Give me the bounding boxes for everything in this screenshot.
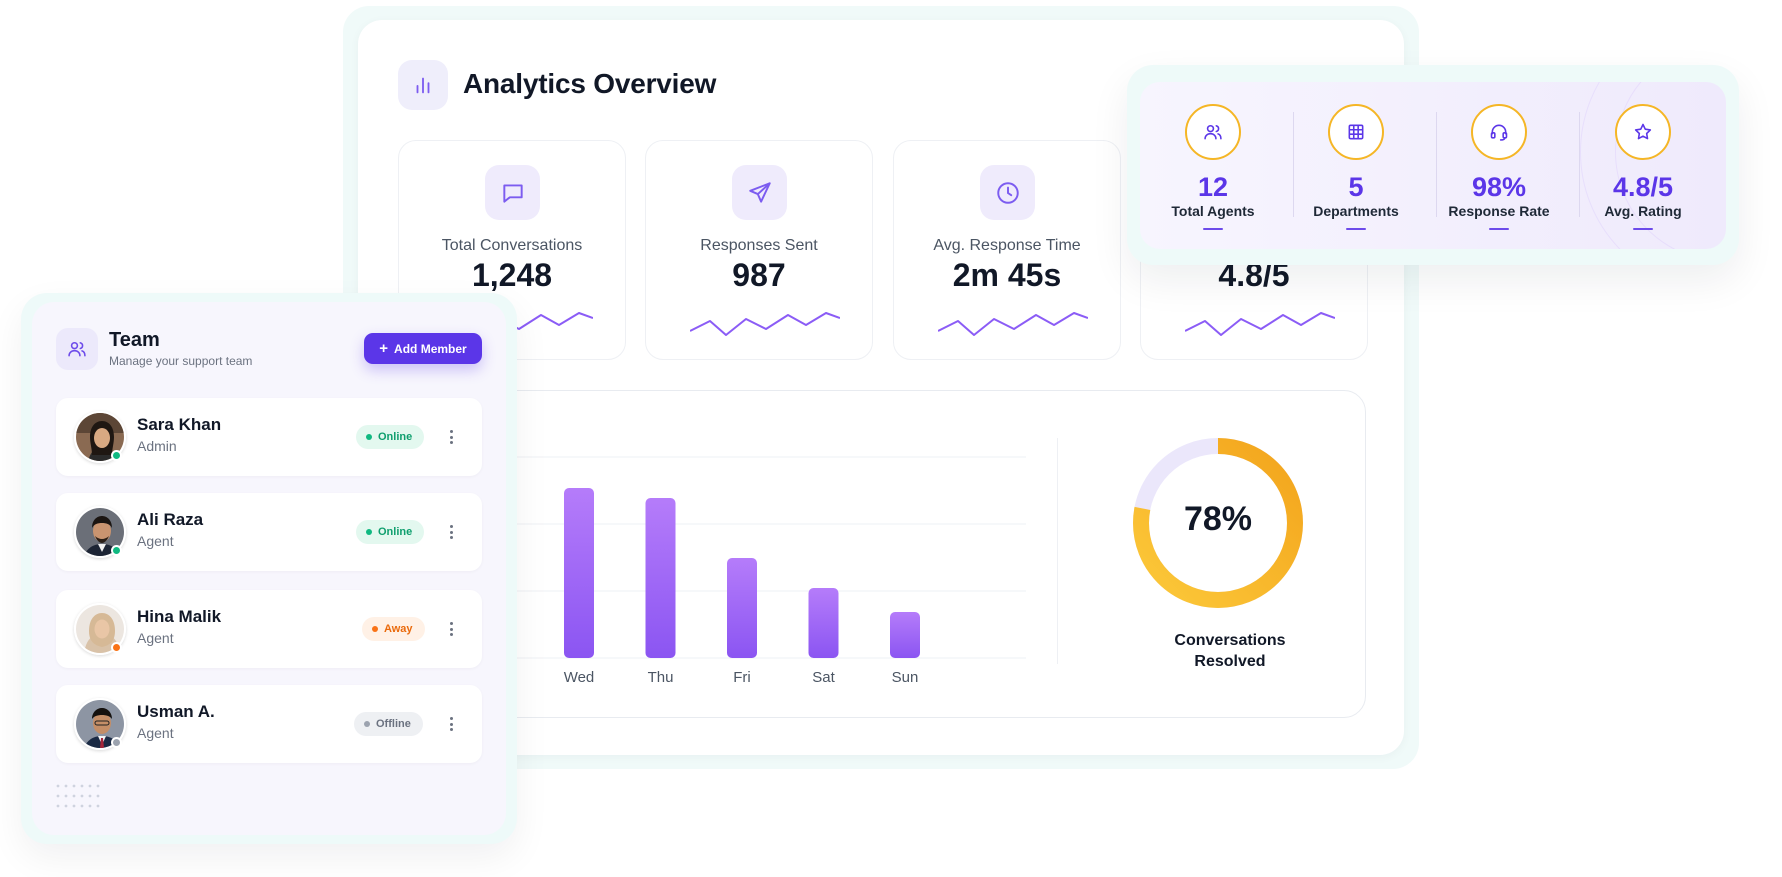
stat-underline <box>1633 228 1653 230</box>
stat-separator <box>1436 112 1437 217</box>
sparkline <box>938 312 1088 336</box>
kpi-label: Responses Sent <box>700 237 818 254</box>
sparkline <box>1185 312 1335 336</box>
member-role: Agent <box>137 630 174 646</box>
kpi-card-responses-sent: Responses Sent 987 <box>645 140 873 360</box>
summary-stats-card: 12 Total Agents 5 Departments 98% Respon… <box>1140 82 1726 249</box>
member-name: Ali Raza <box>137 510 204 529</box>
building-icon <box>1328 104 1384 160</box>
stat-underline <box>1489 228 1509 230</box>
bar-sun <box>890 612 920 658</box>
donut-caption-line2: Resolved <box>1194 653 1266 670</box>
stat-label: Total Agents <box>1171 203 1255 219</box>
donut-center-value: 78% <box>1183 500 1253 538</box>
status-dot <box>111 642 122 653</box>
clock-icon <box>980 165 1035 220</box>
stat-response-rate: 98% Response Rate <box>1426 82 1572 249</box>
donut-caption-line1: Conversations <box>1174 632 1286 649</box>
kpi-value: 1,248 <box>471 257 553 293</box>
bar-wed <box>564 488 594 658</box>
stat-value: 4.8/5 <box>1612 172 1674 202</box>
more-options-icon[interactable] <box>446 619 456 639</box>
team-member-row[interactable]: Usman A. Agent Offline <box>56 685 482 763</box>
team-member-row[interactable]: Ali Raza Agent Online <box>56 493 482 571</box>
status-badge: Offline <box>354 712 423 736</box>
add-member-label: Add Member <box>394 341 467 356</box>
status-dot <box>111 737 122 748</box>
stat-label: Departments <box>1313 203 1399 219</box>
resolved-donut-chart <box>1133 438 1303 608</box>
status-badge: Online <box>356 425 425 449</box>
member-role: Agent <box>137 725 174 741</box>
status-badge: Away <box>362 617 425 641</box>
star-icon <box>1615 104 1671 160</box>
status-text: Online <box>378 431 413 443</box>
stat-underline <box>1203 228 1223 230</box>
member-name: Hina Malik <box>137 607 222 626</box>
kpi-value: 2m 45s <box>952 257 1062 293</box>
stat-separator <box>1579 112 1580 217</box>
page-title: Analytics Overview <box>463 68 717 99</box>
status-text: Away <box>384 623 413 635</box>
stat-departments: 5 Departments <box>1283 82 1429 249</box>
status-dot <box>111 545 122 556</box>
x-tick-label: Thu <box>648 669 674 686</box>
stat-value: 5 <box>1348 172 1364 202</box>
avatar <box>74 506 126 558</box>
status-dot <box>111 450 122 461</box>
team-member-row[interactable]: Sara Khan Admin Online <box>56 398 482 476</box>
x-tick-label: Sat <box>812 669 835 686</box>
stat-label: Avg. Rating <box>1604 203 1682 219</box>
dot-grid-decoration <box>56 784 100 808</box>
decorative-ring <box>1580 82 1726 249</box>
x-tick-label: Fri <box>733 669 751 686</box>
more-options-icon[interactable] <box>446 427 456 447</box>
x-tick-label: Wed <box>564 669 595 686</box>
team-title: Team <box>109 329 160 351</box>
bar-sat <box>808 588 839 658</box>
more-options-icon[interactable] <box>446 522 456 542</box>
x-tick-label: Sun <box>892 669 919 686</box>
stat-value: 98% <box>1471 172 1527 202</box>
chart-divider <box>1057 438 1058 664</box>
status-text: Online <box>378 526 413 538</box>
decorative-ring <box>1615 82 1726 249</box>
kpi-card-avg-response-time: Avg. Response Time 2m 45s <box>893 140 1121 360</box>
member-role: Admin <box>137 438 177 454</box>
donut-slice-resolved <box>1133 438 1303 608</box>
headset-icon <box>1471 104 1527 160</box>
more-options-icon[interactable] <box>446 714 456 734</box>
users-icon <box>56 328 98 370</box>
stat-label: Response Rate <box>1448 203 1550 219</box>
bar-fri <box>727 558 757 658</box>
kpi-value: 987 <box>732 257 786 293</box>
stat-separator <box>1293 112 1294 217</box>
stat-total-agents: 12 Total Agents <box>1140 82 1286 249</box>
donut-caption: Conversations Resolved <box>1148 630 1312 672</box>
member-name: Usman A. <box>137 702 215 721</box>
avatar <box>74 603 126 655</box>
send-icon <box>732 165 787 220</box>
bar-chart-icon <box>398 60 448 110</box>
bar-thu <box>645 498 676 658</box>
kpi-label: Avg. Response Time <box>933 237 1081 254</box>
stat-avg-rating: 4.8/5 Avg. Rating <box>1570 82 1716 249</box>
kpi-label: Total Conversations <box>441 237 583 254</box>
team-member-row[interactable]: Hina Malik Agent Away <box>56 590 482 668</box>
stat-value: 12 <box>1197 172 1229 202</box>
users-icon <box>1185 104 1241 160</box>
status-badge: Online <box>356 520 425 544</box>
stat-underline <box>1346 228 1366 230</box>
sparkline <box>690 312 840 336</box>
team-subtitle: Manage your support team <box>109 354 253 368</box>
member-name: Sara Khan <box>137 415 222 434</box>
add-member-button[interactable]: + Add Member <box>364 333 482 364</box>
status-text: Offline <box>376 718 411 730</box>
plus-icon: + <box>379 340 389 357</box>
chat-icon <box>485 165 540 220</box>
member-role: Agent <box>137 533 174 549</box>
